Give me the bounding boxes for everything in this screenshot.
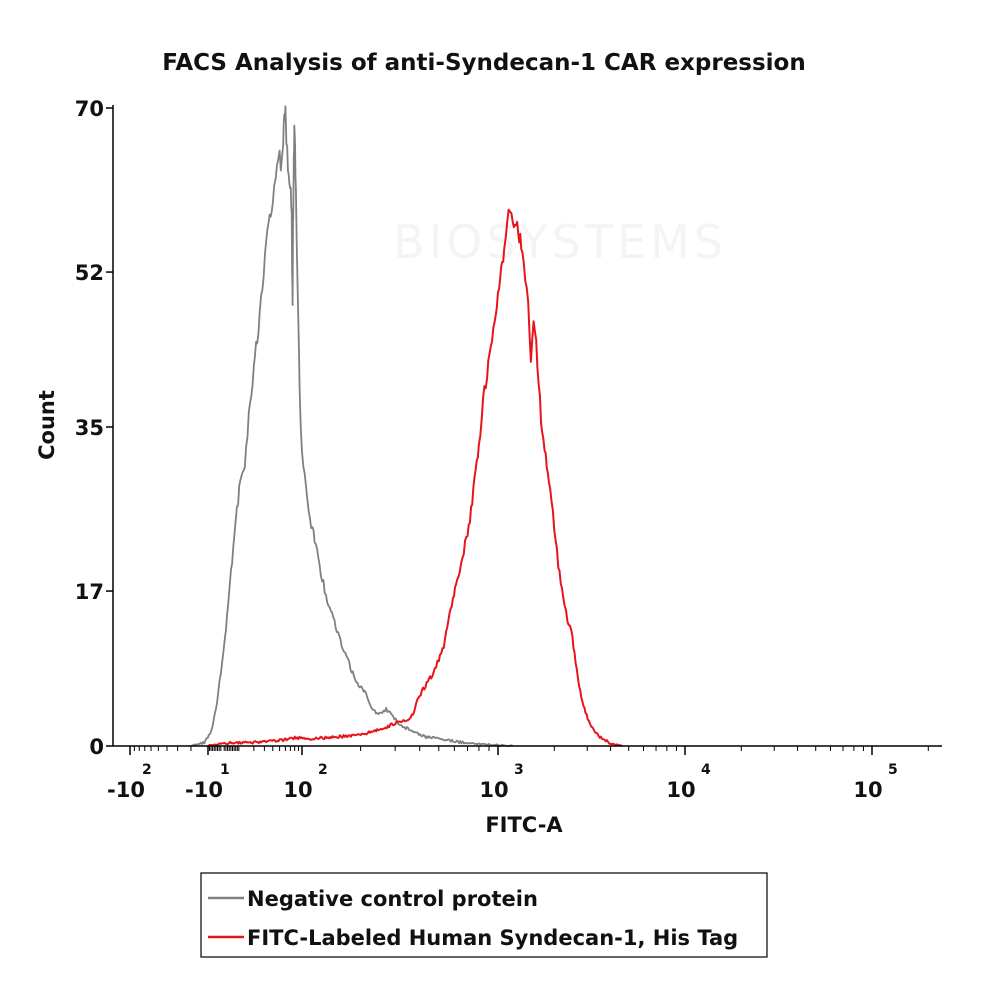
x-tick-label-exponent: 2	[142, 762, 152, 778]
x-tick-label-exponent: 4	[701, 762, 711, 778]
x-tick-label-base: -10	[185, 778, 223, 802]
x-tick-label-exponent: 2	[318, 762, 328, 778]
series-line-negative-control	[190, 105, 514, 747]
watermark-text: BIOSYSTEMS	[393, 215, 727, 269]
x-tick-label-base: 10	[283, 778, 312, 802]
y-tick-label: 35	[75, 416, 104, 440]
x-tick-label-exponent: 5	[888, 762, 898, 778]
legend: Negative control protein FITC-Labeled Hu…	[200, 872, 768, 958]
chart-title: FACS Analysis of anti-Syndecan-1 CAR exp…	[162, 50, 805, 76]
x-axis-label: FITC-A	[485, 813, 563, 837]
y-tick-label: 0	[89, 735, 104, 759]
y-axis-label: Count	[35, 390, 59, 460]
legend-box	[200, 872, 768, 958]
legend-label-negative-control: Negative control protein	[247, 887, 538, 911]
x-tick-label-base: -10	[107, 778, 145, 802]
y-tick-label: 52	[75, 261, 104, 285]
y-tick-label: 17	[75, 580, 104, 604]
y-axis-ticks: 0 17 35 52 70	[75, 97, 113, 759]
legend-label-fitc-syndecan: FITC-Labeled Human Syndecan-1, His Tag	[247, 926, 738, 950]
x-tick-label-exponent: 3	[514, 762, 524, 778]
x-tick-label-exponent: 1	[220, 762, 230, 778]
y-tick-label: 70	[75, 97, 104, 121]
x-tick-label-base: 10	[853, 778, 882, 802]
x-tick-label-base: 10	[479, 778, 508, 802]
series-line-fitc-syndecan	[207, 208, 623, 747]
x-tick-label-base: 10	[666, 778, 695, 802]
series-layer	[190, 105, 623, 747]
